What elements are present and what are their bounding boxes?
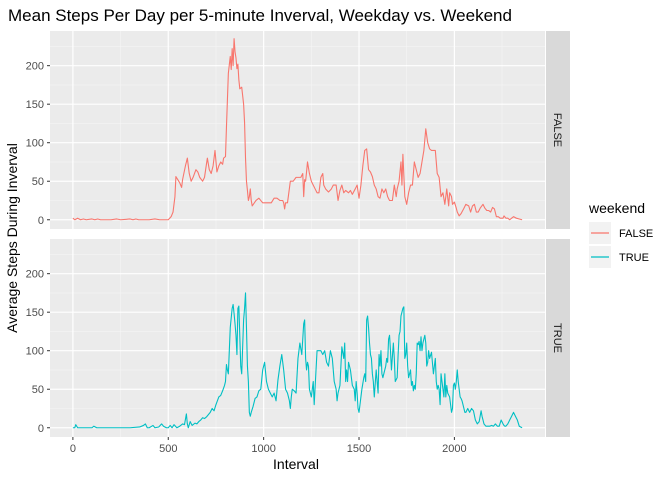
series-line-true — [72, 292, 523, 429]
facet-strip — [546, 239, 570, 437]
y-axis-title: Average Steps During Inverval — [4, 143, 20, 333]
legend-label: FALSE — [619, 228, 653, 240]
panel-background — [50, 31, 545, 229]
x-tick-label: 500 — [159, 443, 177, 455]
plot-title: Mean Steps Per Day per 5-minute Inverval… — [8, 6, 512, 25]
panel-background — [50, 239, 545, 437]
y-tick-label: 100 — [26, 138, 44, 150]
y-tick-label: 0 — [38, 423, 44, 435]
legend-title: weekend — [588, 200, 645, 216]
facet-panel-true: 0 50 100 150 200 TRUE — [26, 239, 570, 437]
series-line-false — [72, 38, 523, 221]
x-axis: 0 500 1000 1500 2000 — [70, 437, 467, 455]
x-tick-label: 0 — [70, 443, 76, 455]
facet-strip-label: TRUE — [551, 323, 563, 353]
facet-panels: 0 50 100 150 200 FALSE 0 50 100 150 200 TRUE — [26, 31, 570, 437]
x-tick-label: 1500 — [347, 443, 371, 455]
y-tick-label: 50 — [32, 384, 44, 396]
legend: weekend FALSE TRUE — [588, 200, 653, 268]
x-tick-label: 1000 — [251, 443, 275, 455]
y-tick-label: 150 — [26, 99, 44, 111]
facet-panel-false: 0 50 100 150 200 FALSE — [26, 31, 570, 229]
y-tick-label: 200 — [26, 269, 44, 281]
y-tick-label: 150 — [26, 307, 44, 319]
legend-item-true: TRUE — [589, 246, 649, 268]
y-tick-label: 200 — [26, 61, 44, 73]
y-tick-label: 100 — [26, 346, 44, 358]
facet-strip — [546, 31, 570, 229]
legend-item-false: FALSE — [589, 222, 653, 244]
x-axis-title: Interval — [273, 456, 319, 472]
x-tick-label: 2000 — [442, 443, 466, 455]
facet-strip-label: FALSE — [551, 113, 563, 147]
y-tick-label: 0 — [38, 215, 44, 227]
legend-label: TRUE — [619, 252, 649, 264]
y-tick-label: 50 — [32, 176, 44, 188]
